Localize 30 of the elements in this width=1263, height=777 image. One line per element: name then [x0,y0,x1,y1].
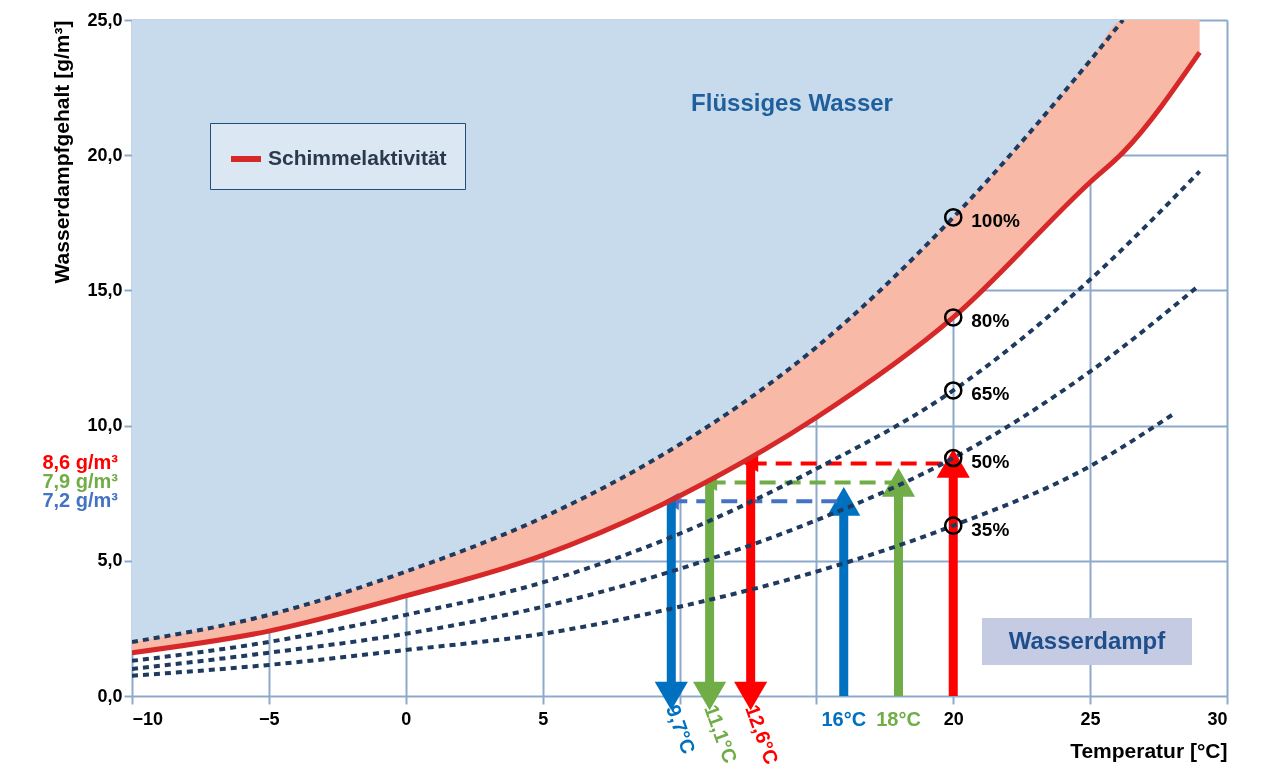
text: 16°C [821,708,867,730]
annotation: 100% [971,210,1020,232]
annotation: 80% [971,310,1010,332]
x-tick-label: 20 [943,708,964,729]
annotation: 35% [971,518,1010,540]
x-tick-label: 30 [1207,708,1228,729]
x-axis-title: Temperatur [°C] [1070,738,1228,762]
y-tick-label: 15,0 [87,279,123,300]
y-tick-label: 20,0 [87,144,123,165]
x-tick-label: 5 [538,708,549,729]
y-axis-title: Wasserdampfgehalt [g/m³] [50,20,74,284]
text: 12,6°C [741,701,783,768]
text: 11,1°C [700,701,742,767]
y-tick-label: 5,0 [97,550,123,571]
annotation: 65% [971,383,1010,405]
x-tick-label: −5 [259,708,280,729]
annotation: 50% [971,451,1010,473]
y-tick-label: 25,0 [87,9,123,30]
line-series [132,412,1175,678]
x-tick-label: −10 [132,708,164,729]
y-tick-label: 0,0 [97,685,123,706]
legend-label: Schimmelaktivität [268,146,447,169]
line-series [132,169,1202,663]
x-tick-label: 25 [1080,708,1101,729]
annotation: Wasserdampf [1008,626,1167,654]
y-tick-label: 10,0 [87,415,123,436]
annotation: Flüssiges Wasser [691,89,893,116]
text: 9,7°C [661,701,700,757]
text: 18°C [876,708,921,730]
x-tick-label: 0 [401,708,412,729]
